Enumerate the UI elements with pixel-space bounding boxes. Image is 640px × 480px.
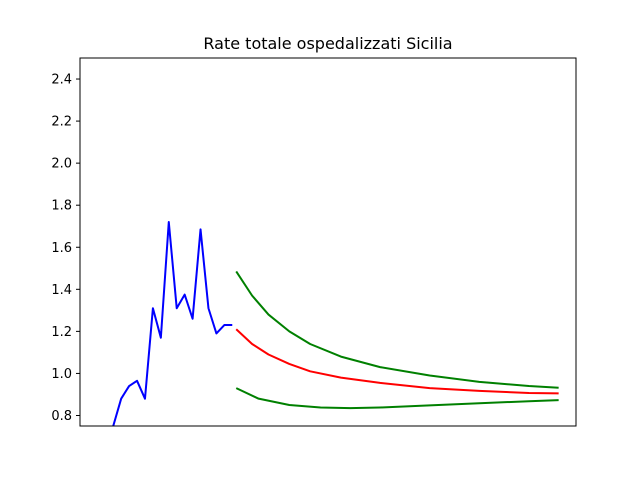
y-tick-label: 1.6	[51, 241, 72, 256]
series-line-2	[235, 270, 559, 389]
y-tick-label: 2.4	[51, 73, 72, 88]
series-line-3	[235, 387, 559, 410]
plot-frame	[79, 57, 577, 427]
y-axis: 0.8 1.0 1.2 1.4 1.6 1.8 2.0 2.2 2.4	[51, 73, 80, 424]
y-tick-label: 1.8	[51, 199, 72, 214]
y-tick-label: 1.4	[51, 283, 72, 298]
y-tick-label: 2.2	[51, 115, 72, 130]
series-line-1	[235, 328, 559, 395]
y-tick-label: 1.2	[51, 325, 72, 340]
y-tick-label: 2.0	[51, 157, 72, 172]
y-tick-label: 1.0	[51, 367, 72, 382]
series-layer	[112, 221, 559, 426]
series-line-0	[112, 221, 233, 426]
chart-title: Rate totale ospedalizzati Sicilia	[203, 34, 452, 53]
y-tick-label: 0.8	[51, 409, 72, 424]
